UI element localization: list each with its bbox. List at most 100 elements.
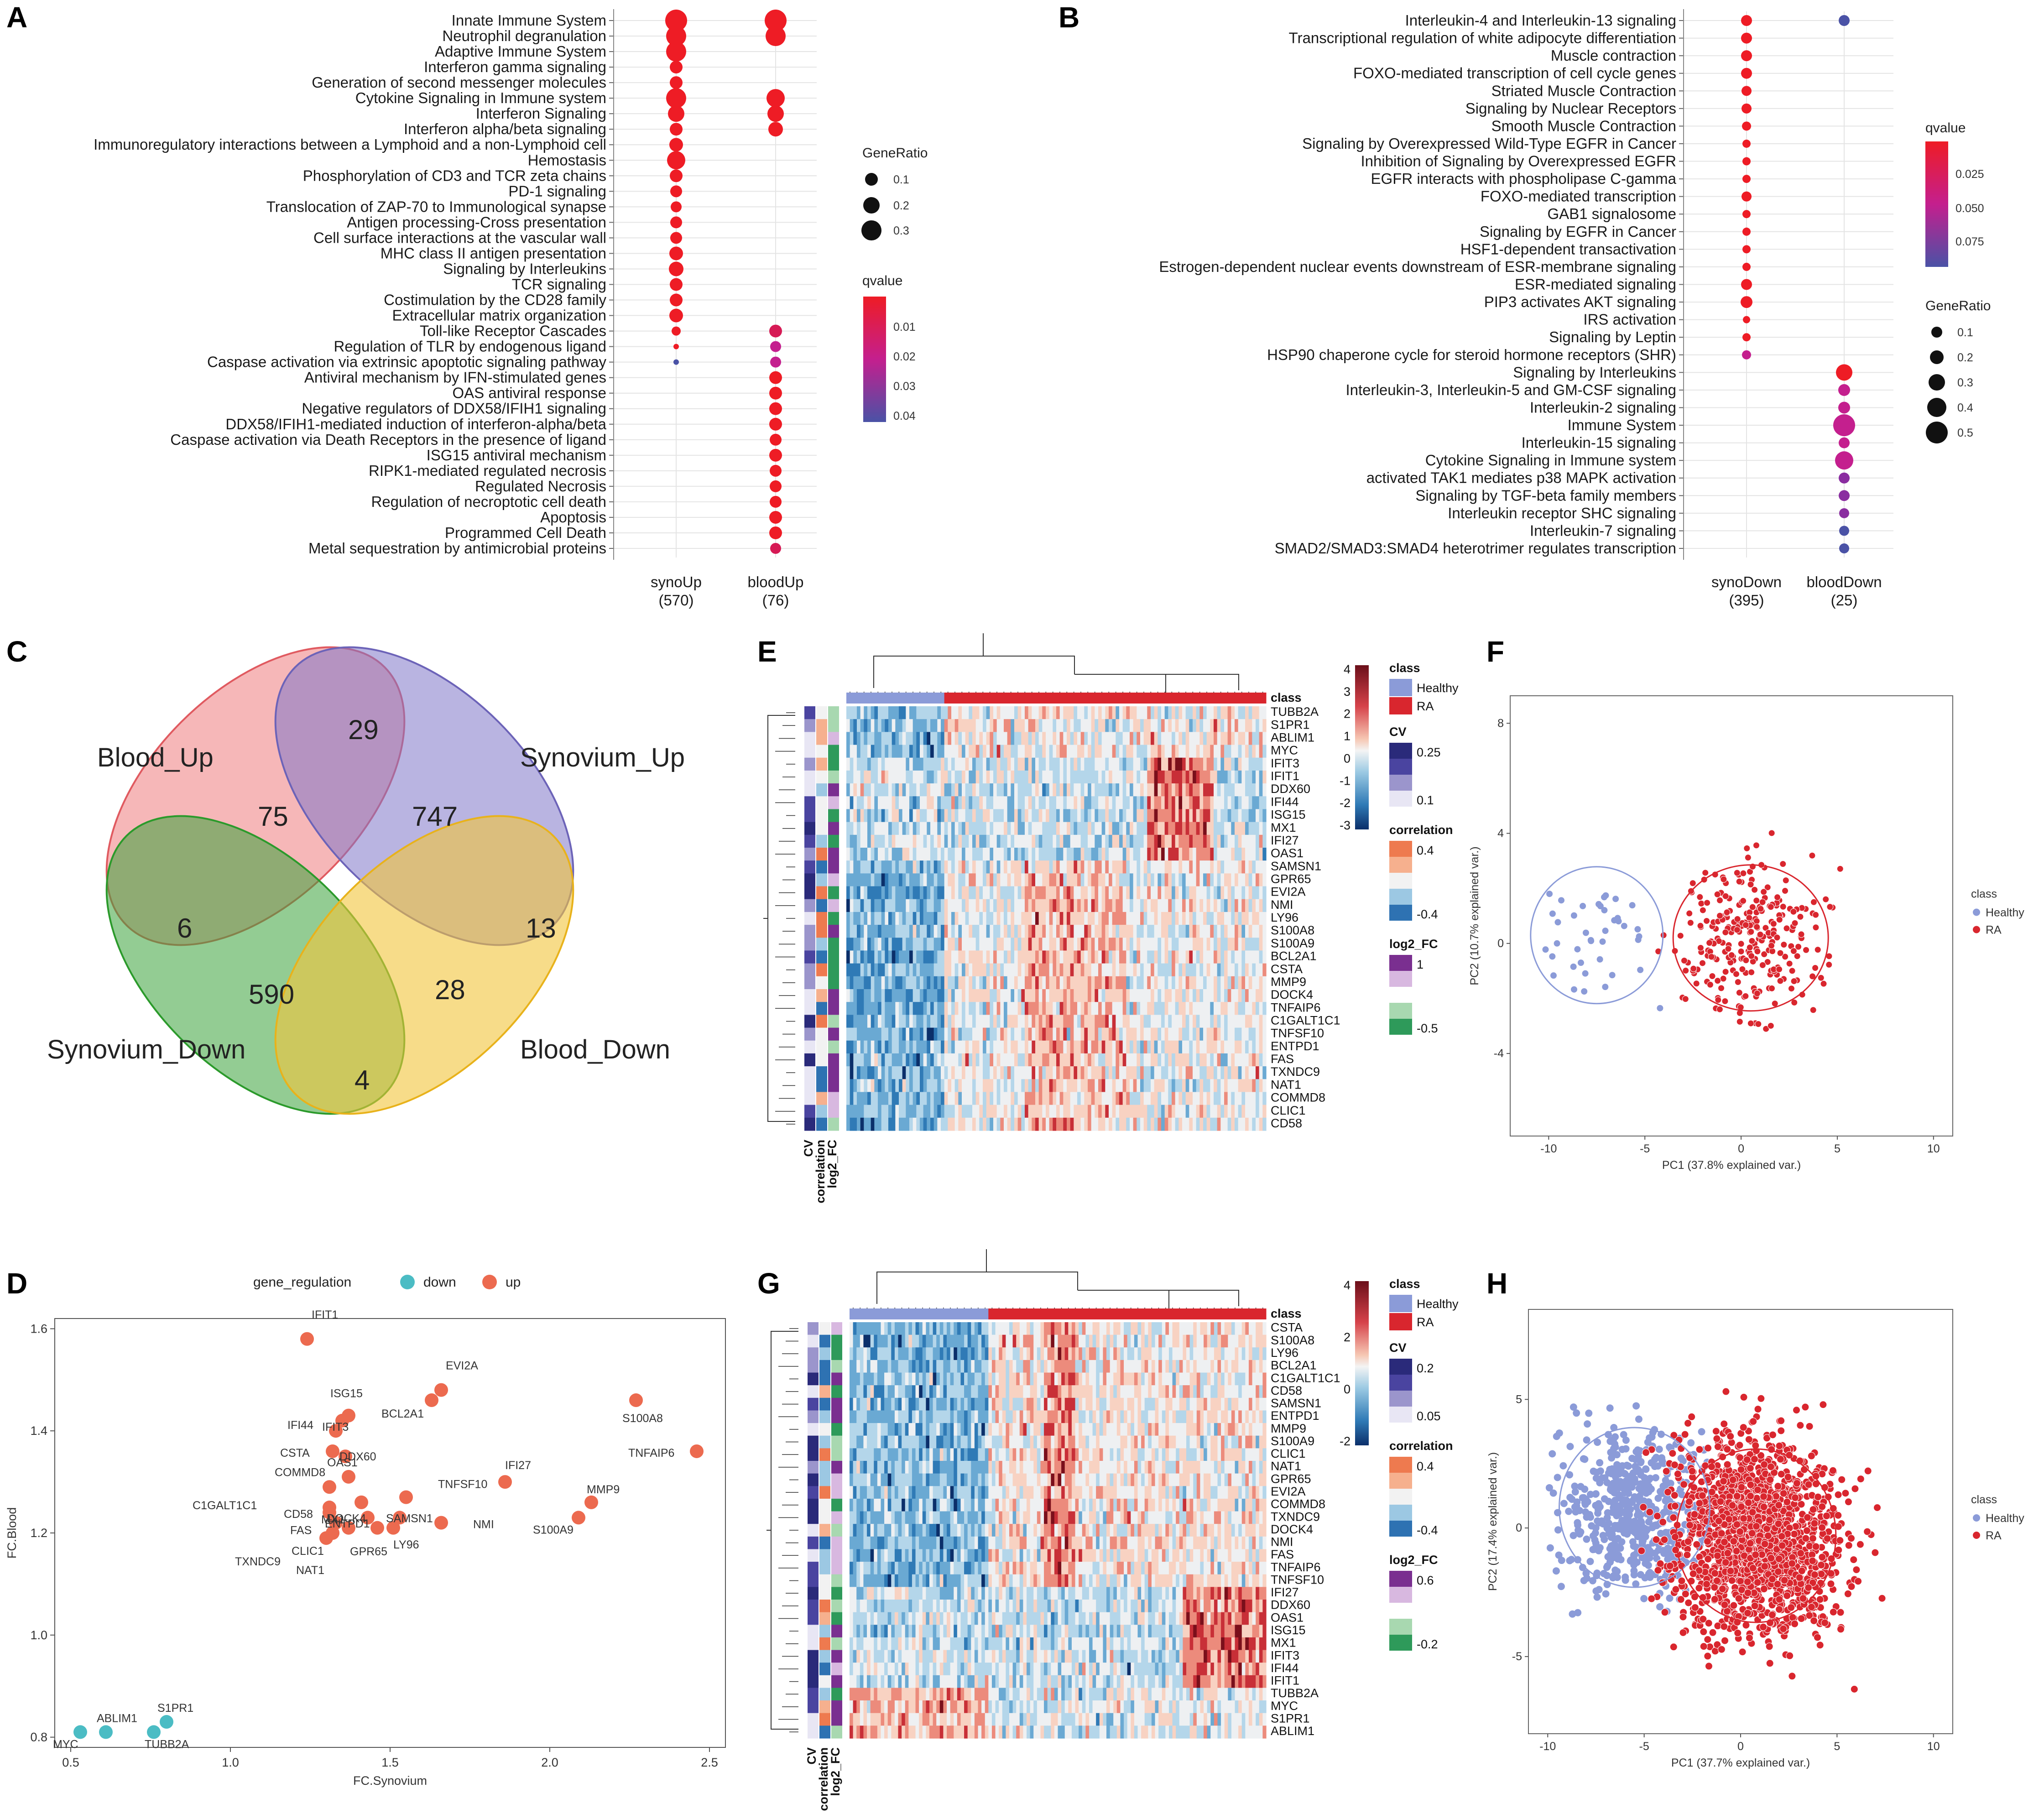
heat-cell — [1014, 719, 1018, 732]
heat-cell — [927, 706, 931, 719]
annotation-cell — [804, 757, 815, 771]
heat-cell — [906, 860, 910, 874]
heat-cell — [1137, 1027, 1141, 1041]
annotation-cell — [804, 899, 815, 912]
heat-cell — [941, 1079, 945, 1093]
heat-cell — [1196, 989, 1200, 1002]
term-label: Signaling by EGFR in Cancer — [1480, 223, 1676, 240]
heat-cell — [1046, 1092, 1050, 1105]
heat-cell — [1161, 989, 1165, 1002]
heat-cell — [1154, 1092, 1158, 1105]
heat-cell — [1046, 757, 1050, 771]
heat-cell — [975, 1040, 980, 1054]
heat-cell — [874, 1066, 878, 1079]
heat-cell — [1231, 1027, 1235, 1041]
heat-cell — [927, 796, 931, 810]
heat-cell — [1182, 912, 1186, 925]
heat-cell — [958, 1066, 962, 1079]
heat-cell — [923, 822, 927, 835]
heat-cell — [923, 809, 927, 823]
gene-label: DOCK4 — [1271, 988, 1313, 1001]
heat-cell — [933, 1322, 937, 1335]
heat-cell — [1143, 809, 1147, 823]
heat-cell — [1077, 770, 1081, 784]
heat-cell — [927, 963, 931, 977]
class-cell — [991, 1308, 996, 1319]
heat-cell — [1056, 873, 1060, 887]
heat-cell — [888, 834, 892, 848]
heat-cell — [1038, 796, 1043, 810]
heat-cell — [944, 976, 948, 990]
class-cell — [1079, 1308, 1083, 1319]
heat-cell — [902, 899, 906, 912]
point-mmp9 — [584, 1495, 598, 1509]
heat-cell — [1245, 1092, 1249, 1105]
heat-cell — [933, 925, 938, 938]
heat-cell — [1004, 757, 1008, 771]
heat-cell — [1178, 925, 1183, 938]
heat-cell — [1224, 899, 1228, 912]
heat-cell — [1011, 706, 1015, 719]
heat-cell — [986, 950, 990, 964]
heat-cell — [937, 783, 941, 797]
heat-cell — [885, 796, 889, 810]
heat-cell — [1059, 770, 1064, 784]
heat-cell — [1067, 899, 1071, 912]
heat-cell — [958, 938, 962, 951]
heat-cell — [1227, 796, 1231, 810]
heat-cell — [860, 809, 864, 823]
heat-cell — [962, 1092, 966, 1105]
annotation-cell — [828, 886, 839, 900]
heat-cell — [965, 834, 969, 848]
heat-cell — [1056, 834, 1060, 848]
heat-cell — [1140, 963, 1144, 977]
heat-cell — [1080, 757, 1085, 771]
class-cell — [1116, 693, 1120, 704]
heat-cell — [1241, 757, 1246, 771]
heat-cell — [948, 899, 952, 912]
heat-cell — [933, 938, 938, 951]
heat-cell — [1091, 1079, 1095, 1093]
heat-cell — [1137, 1002, 1141, 1015]
heat-cell — [850, 976, 854, 990]
heat-cell — [1053, 1092, 1057, 1105]
heat-cell — [972, 1040, 976, 1054]
heat-cell — [1077, 848, 1081, 861]
heat-cell — [1196, 886, 1200, 900]
point-nmi — [434, 1516, 448, 1530]
heat-cell — [1011, 1079, 1015, 1093]
heat-cell — [867, 976, 871, 990]
heat-cell — [1038, 719, 1043, 732]
heat-cell — [1172, 719, 1176, 732]
heat-cell — [1105, 1105, 1109, 1118]
qvalue-colorbar — [863, 297, 886, 422]
heat-cell — [1137, 925, 1141, 938]
heat-cell — [954, 783, 959, 797]
heat-cell — [1080, 745, 1085, 758]
heat-cell — [1178, 873, 1183, 887]
class-cell — [1147, 693, 1151, 704]
heat-cell — [1168, 822, 1172, 835]
heat-cell — [975, 1015, 980, 1028]
heat-cell — [1182, 834, 1186, 848]
class-cell — [1151, 1308, 1156, 1319]
heat-cell — [846, 1053, 850, 1067]
heat-cell — [1241, 950, 1246, 964]
heat-cell — [1109, 989, 1113, 1002]
heat-cell — [948, 745, 952, 758]
heat-cell — [1185, 834, 1189, 848]
class-cell — [999, 1308, 1003, 1319]
heat-cell — [895, 925, 899, 938]
heat-cell — [1143, 1002, 1147, 1015]
heat-cell — [1137, 976, 1141, 990]
point-bcl2a1 — [425, 1393, 438, 1407]
heat-cell — [1101, 783, 1105, 797]
heat-cell — [937, 1092, 941, 1105]
heat-cell — [1109, 719, 1113, 732]
heat-cell — [983, 783, 987, 797]
heat-cell — [958, 1002, 962, 1015]
heat-cell — [1193, 848, 1197, 861]
heat-cell — [1014, 1040, 1018, 1054]
heat-cell — [1105, 1015, 1109, 1028]
heat-cell — [1168, 1002, 1172, 1015]
